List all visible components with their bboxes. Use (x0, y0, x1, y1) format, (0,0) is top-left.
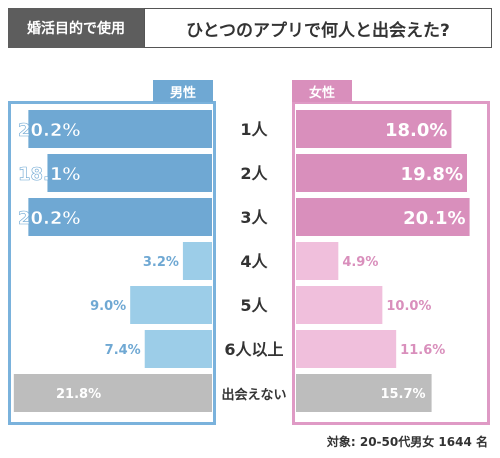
value-label-male-6: 21.8% (56, 387, 101, 402)
bar-female-1 (296, 154, 467, 192)
category-label-2: 3人 (240, 208, 268, 227)
legend-male: 男性 (153, 80, 213, 102)
value-label-female-5: 11.6% (400, 343, 445, 358)
value-label-female-3: 4.9% (342, 255, 378, 270)
bar-female-4 (296, 286, 383, 324)
bar-male-1 (47, 154, 212, 192)
category-label-1: 2人 (240, 164, 268, 183)
value-label-male-5: 7.4% (105, 343, 141, 358)
category-label-6: 出会えない (221, 387, 286, 403)
category-label-5: 6人以上 (224, 340, 283, 359)
bar-female-2 (296, 198, 470, 236)
value-label-female-2: 20.1% (403, 208, 465, 229)
value-label-male-4: 9.0% (90, 299, 126, 314)
value-label-male-3: 3.2% (143, 255, 179, 270)
bar-female-5 (296, 330, 397, 368)
bar-male-2 (28, 198, 213, 236)
category-label-0: 1人 (240, 120, 268, 139)
header-tag: 婚活目的で使用 (8, 8, 144, 48)
bar-female-3 (296, 242, 339, 280)
bar-male-3 (182, 242, 212, 280)
value-label-female-1: 19.8% (401, 164, 463, 185)
female-panel (292, 101, 490, 425)
value-label-male-1: 18.1% (18, 164, 80, 185)
value-label-female-0: 18.0% (385, 120, 447, 141)
bar-male-0 (28, 110, 213, 148)
bar-male-4 (130, 286, 212, 324)
bar-female-6 (296, 374, 432, 412)
bar-male-6 (13, 374, 213, 412)
bar-female-0 (296, 110, 452, 148)
legend-female: 女性 (292, 80, 352, 102)
footnote: 対象: 20-50代男女 1644 名 (326, 435, 488, 449)
category-label-4: 5人 (240, 296, 268, 315)
value-label-male-2: 20.2% (18, 208, 80, 229)
header-title: ひとつのアプリで何人と出会えた? (144, 8, 492, 48)
bar-male-5 (144, 330, 212, 368)
value-label-female-4: 10.0% (386, 299, 431, 314)
header: 婚活目的で使用 ひとつのアプリで何人と出会えた? (8, 8, 492, 48)
value-label-male-0: 20.2% (18, 120, 80, 141)
male-panel (8, 101, 216, 425)
value-label-female-6: 15.7% (380, 387, 425, 402)
category-label-3: 4人 (240, 252, 268, 271)
